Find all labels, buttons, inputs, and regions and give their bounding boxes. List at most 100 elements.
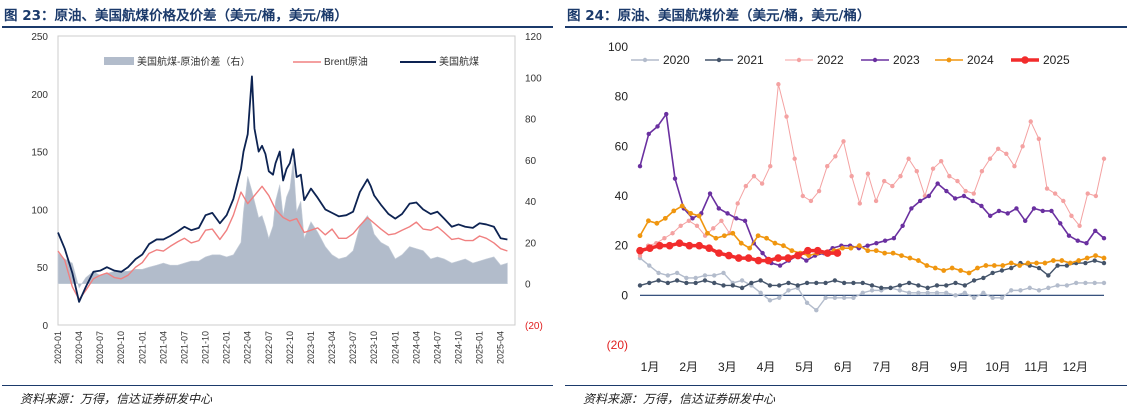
series-point-2024 xyxy=(1059,258,1065,263)
legend-label-2020: 2020 xyxy=(663,53,690,67)
series-point-2022 xyxy=(719,218,724,224)
legend-marker-2023 xyxy=(872,57,878,63)
series-point-2023 xyxy=(1049,208,1054,214)
series-point-2021 xyxy=(758,278,763,283)
series-point-2021 xyxy=(879,285,884,291)
series-point-2020 xyxy=(999,295,1005,301)
legend-label-jet: 美国航煤 xyxy=(439,55,479,68)
series-point-2025 xyxy=(665,241,674,250)
x-tick-label: 2020-07 xyxy=(95,331,105,364)
series-point-2025 xyxy=(804,246,812,255)
series-point-2023 xyxy=(1101,236,1107,241)
series-point-2024 xyxy=(1076,258,1082,263)
series-point-2020 xyxy=(841,295,847,301)
series-point-2023 xyxy=(672,176,678,181)
series-point-2023 xyxy=(1040,208,1045,214)
series-point-2022 xyxy=(914,168,919,174)
series-point-2020 xyxy=(897,288,903,293)
series-point-2022 xyxy=(1020,144,1025,149)
series-point-2025 xyxy=(794,251,802,260)
series-point-2021 xyxy=(647,280,652,286)
series-point-2025 xyxy=(675,239,684,247)
series-point-2025 xyxy=(744,254,753,262)
left-y-tick-label: 100 xyxy=(31,205,48,216)
series-point-2025 xyxy=(823,249,832,257)
series-point-2021 xyxy=(777,283,782,288)
series-point-2020 xyxy=(702,273,708,278)
series-point-2024 xyxy=(671,208,677,214)
series-point-2025 xyxy=(764,256,773,265)
series-point-2023 xyxy=(637,164,643,169)
series-point-2021 xyxy=(674,278,680,283)
right-footer-rule xyxy=(565,385,1127,386)
series-point-2023 xyxy=(900,223,905,228)
left-y-tick-label: 0 xyxy=(42,321,48,332)
series-point-2024 xyxy=(654,220,660,226)
series-point-2021 xyxy=(702,278,708,283)
series-point-2020 xyxy=(971,295,977,301)
series-point-2024 xyxy=(848,245,854,251)
series-point-2023 xyxy=(909,206,914,211)
series-point-2024 xyxy=(1101,255,1107,261)
series-point-2025 xyxy=(754,256,763,265)
series-point-2020 xyxy=(832,295,838,301)
jet-fuel-line-series xyxy=(57,75,508,303)
series-point-2023 xyxy=(1023,218,1028,224)
series-point-2022 xyxy=(1061,198,1066,204)
series-point-2022 xyxy=(670,231,675,236)
y-tick-label: 0 xyxy=(621,288,628,302)
series-point-2024 xyxy=(966,270,972,276)
left-y-tick-label: 200 xyxy=(31,90,48,101)
series-point-2024 xyxy=(1067,260,1073,266)
series-point-2023 xyxy=(1075,238,1080,243)
series-point-2025 xyxy=(655,241,664,250)
series-point-2020 xyxy=(944,290,949,296)
x-tick-label: 5月 xyxy=(795,360,814,374)
series-point-2024 xyxy=(1050,258,1056,263)
x-tick-label: 2023-04 xyxy=(327,331,337,364)
right-y-tick-label: 0 xyxy=(525,280,531,291)
series-point-2022 xyxy=(768,164,773,169)
left-footer-rule xyxy=(2,385,553,386)
series-point-2022 xyxy=(678,223,683,228)
series-point-2020 xyxy=(647,263,652,268)
series-point-2020 xyxy=(684,275,689,281)
x-tick-label: 7月 xyxy=(873,360,892,374)
legend-label-spread: 美国航煤-原油价差（右） xyxy=(137,55,250,68)
series-point-2023 xyxy=(725,211,730,216)
series-point-2020 xyxy=(1046,285,1051,291)
series-point-2021 xyxy=(665,280,671,286)
left-y-tick-label: 250 xyxy=(31,32,48,43)
series-point-2021 xyxy=(851,280,856,286)
legend-label-2022: 2022 xyxy=(817,53,844,67)
series-point-2020 xyxy=(665,273,671,278)
series-point-2021 xyxy=(749,280,754,286)
y-tick-label: 40 xyxy=(615,189,629,203)
series-point-2020 xyxy=(962,290,967,296)
series-point-2021 xyxy=(739,285,745,291)
series-point-2021 xyxy=(1064,263,1070,268)
legend-label-brent: Brent原油 xyxy=(324,55,368,68)
series-point-2024 xyxy=(789,248,795,254)
series-point-2024 xyxy=(882,250,888,256)
series-point-2021 xyxy=(860,280,865,286)
brent-line-series xyxy=(57,185,508,301)
series-point-2021 xyxy=(1101,260,1107,266)
series-point-2023 xyxy=(961,193,967,199)
x-tick-label: 2025-01 xyxy=(475,331,485,364)
series-point-2024 xyxy=(637,233,643,239)
series-point-2022 xyxy=(857,201,862,206)
series-point-2021 xyxy=(869,283,875,288)
series-point-2023 xyxy=(777,263,783,268)
series-point-2023 xyxy=(944,188,949,194)
series-point-2021 xyxy=(1083,260,1088,266)
series-point-2024 xyxy=(713,235,719,241)
x-tick-label: 11月 xyxy=(1024,360,1048,374)
series-point-2022 xyxy=(711,226,716,231)
series-point-2024 xyxy=(772,240,778,246)
series-point-2024 xyxy=(941,268,947,273)
series-point-2021 xyxy=(1046,273,1051,278)
series-point-2020 xyxy=(1027,285,1032,291)
series-point-2022 xyxy=(1093,193,1099,199)
spread-area-series xyxy=(57,159,508,289)
